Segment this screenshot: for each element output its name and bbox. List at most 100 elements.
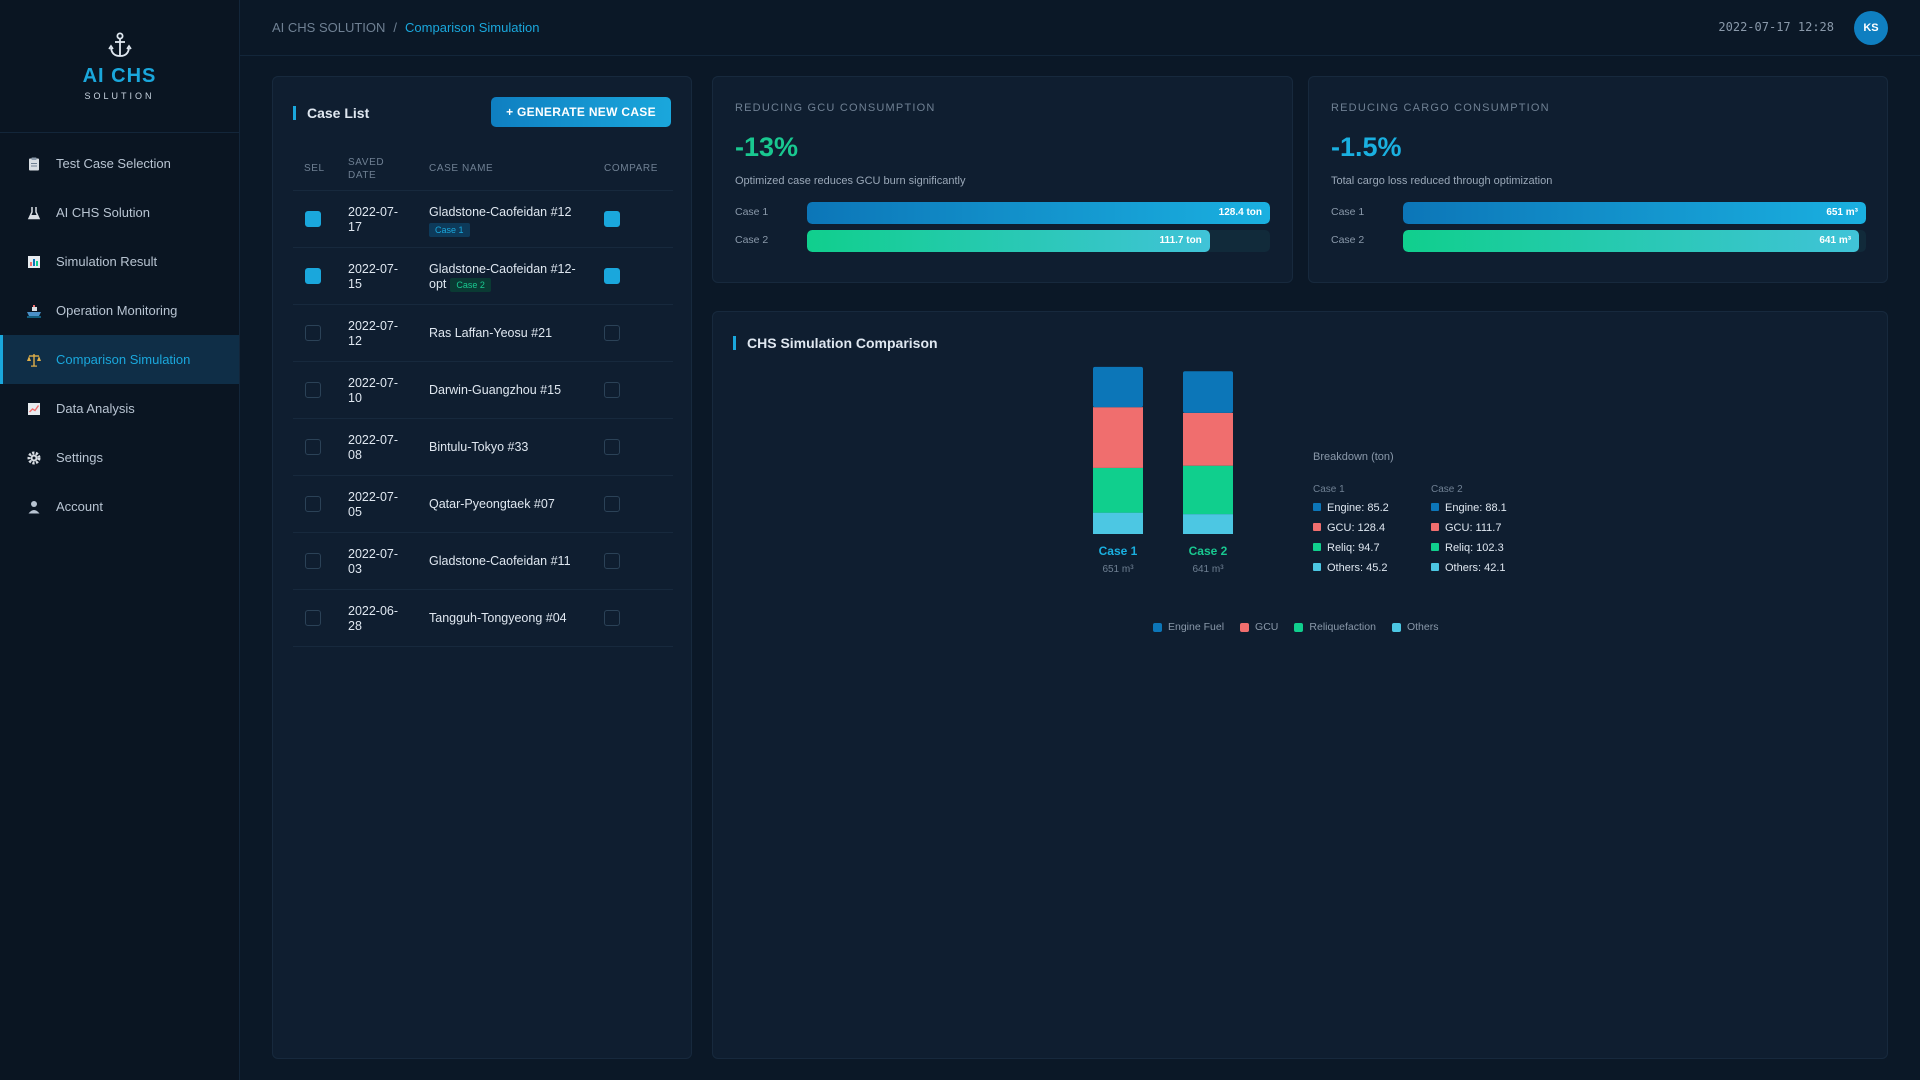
breakdown-entry: GCU: 128.4	[1327, 522, 1385, 534]
header-datetime: 2022-07-17 12:28	[1718, 20, 1834, 34]
case-name-cell: Gladstone-Caofeidan #12-opt Case 2	[429, 262, 589, 292]
sidebar-item-simulation-result[interactable]: Simulation Result	[0, 237, 239, 286]
sidebar-item-comparison-simulation[interactable]: Comparison Simulation	[0, 335, 239, 384]
breakdown-title: Breakdown (ton)	[1313, 451, 1394, 463]
bar-segment-gcu	[1183, 412, 1233, 466]
category-subtitle: 641 m³	[1192, 564, 1224, 575]
bar-segment-gcu	[1093, 407, 1143, 468]
logo: AI CHS SOLUTION	[0, 0, 239, 133]
avatar[interactable]: KS	[1854, 11, 1888, 45]
bar-fill: 111.7 ton	[807, 230, 1210, 252]
comparison-title: CHS Simulation Comparison	[733, 336, 938, 350]
select-checkbox[interactable]	[305, 439, 321, 455]
compare-checkbox[interactable]	[604, 439, 620, 455]
compare-checkbox[interactable]	[604, 382, 620, 398]
bar-label: Case 1	[735, 206, 769, 218]
gcu-stat-value: -13%	[735, 132, 799, 162]
sidebar-item-ai-chs-solution[interactable]: AI CHS Solution	[0, 188, 239, 237]
table-row[interactable]: 2022-07-10 Darwin-Guangzhou #15	[293, 362, 673, 419]
table-row[interactable]: 2022-07-05 Qatar-Pyeongtaek #07	[293, 476, 673, 533]
breakdown-swatch	[1313, 523, 1321, 531]
ship-icon	[26, 303, 42, 319]
select-checkbox[interactable]	[305, 268, 321, 284]
cargo-stat-label: REDUCING CARGO CONSUMPTION	[1331, 102, 1550, 114]
cargo-stat-value: -1.5%	[1331, 132, 1402, 162]
table-row[interactable]: 2022-07-03 Gladstone-Caofeidan #11	[293, 533, 673, 590]
logo-subtitle: SOLUTION	[84, 91, 155, 101]
bar-chart-icon	[26, 254, 42, 270]
table-row[interactable]: 2022-07-15 Gladstone-Caofeidan #12-opt Cas…	[293, 248, 673, 305]
bar-segment-reliquefaction	[1183, 465, 1233, 515]
select-checkbox[interactable]	[305, 325, 321, 341]
compare-checkbox[interactable]	[604, 496, 620, 512]
bar-row: Case 2 641 m³	[1331, 230, 1868, 252]
compare-checkbox[interactable]	[604, 325, 620, 341]
bar-track: 651 m³	[1403, 202, 1866, 224]
select-checkbox[interactable]	[305, 496, 321, 512]
breakdown-swatch	[1431, 563, 1439, 571]
bar-track: 128.4 ton	[807, 202, 1270, 224]
category-label: Case 1	[1099, 544, 1138, 558]
case-name-cell: Gladstone-Caofeidan #12 Case 1	[429, 205, 589, 237]
bar-fill: 651 m³	[1403, 202, 1866, 224]
sidebar-item-operation-monitoring[interactable]: Operation Monitoring	[0, 286, 239, 335]
bar-track: 111.7 ton	[807, 230, 1270, 252]
header: AI CHS SOLUTION / Comparison Simulation …	[240, 0, 1920, 56]
breakdown-swatch	[1431, 503, 1439, 511]
case-date: 2022-07-03	[348, 547, 399, 576]
bar-value: 111.7 ton	[1159, 235, 1202, 246]
case-table-header: SEL SAVED DATE CASE NAME COMPARE	[293, 149, 673, 191]
select-checkbox[interactable]	[305, 553, 321, 569]
bar-row: Case 1 651 m³	[1331, 202, 1868, 224]
anchor-icon	[107, 32, 132, 57]
case-date: 2022-07-15	[348, 262, 399, 291]
sidebar-item-label: AI CHS Solution	[56, 205, 150, 220]
table-row[interactable]: 2022-06-28 Tangguh-Tongyeong #04	[293, 590, 673, 647]
table-row[interactable]: 2022-07-12 Ras Laffan-Yeosu #21	[293, 305, 673, 362]
compare-checkbox[interactable]	[604, 610, 620, 626]
legend-swatch	[1240, 622, 1250, 632]
comparison-panel: Case 1 651 m³ Case 2 641 m³ Breakdown (ton) C…	[712, 311, 1888, 1059]
case-date: 2022-07-10	[348, 376, 399, 405]
compare-checkbox[interactable]	[604, 268, 620, 284]
category-label: Case 2	[1189, 544, 1228, 558]
bar-label: Case 2	[1331, 234, 1365, 246]
sidebar-item-settings[interactable]: Settings	[0, 433, 239, 482]
bar-segment-others	[1093, 512, 1143, 534]
cargo-stat-panel: REDUCING CARGO CONSUMPTION -1.5% Total c…	[1308, 76, 1888, 283]
sidebar-item-account[interactable]: Account	[0, 482, 239, 531]
bar-value: 651 m³	[1826, 207, 1858, 218]
case-name-cell: Darwin-Guangzhou #15	[429, 383, 589, 398]
compare-checkbox[interactable]	[604, 211, 620, 227]
select-checkbox[interactable]	[305, 610, 321, 626]
breakdown-swatch	[1313, 503, 1321, 511]
select-checkbox[interactable]	[305, 382, 321, 398]
legend-item: Engine Fuel	[1153, 621, 1224, 633]
table-row[interactable]: 2022-07-08 Bintulu-Tokyo #33	[293, 419, 673, 476]
scales-icon	[26, 352, 42, 368]
user-icon	[26, 499, 42, 515]
legend-label: Engine Fuel	[1168, 621, 1225, 633]
generate-new-case-button[interactable]: + GENERATE NEW CASE	[491, 97, 671, 127]
breadcrumb-current: Comparison Simulation	[405, 20, 540, 35]
case-name: Ras Laffan-Yeosu #21	[429, 326, 553, 340]
case-name: Gladstone-Caofeidan #12-opt	[429, 262, 576, 291]
line-chart-icon	[26, 401, 42, 417]
bar-fill: 641 m³	[1403, 230, 1860, 252]
breakdown-swatch	[1313, 543, 1321, 551]
sidebar-item-test-case-selection[interactable]: Test Case Selection	[0, 139, 239, 188]
case-name: Gladstone-Caofeidan #12	[429, 205, 572, 219]
case-list-title: Case List	[293, 106, 369, 120]
breakdown-entry: Reliq: 94.7	[1327, 542, 1380, 554]
breadcrumb-root[interactable]: AI CHS SOLUTION	[272, 20, 386, 35]
table-row[interactable]: 2022-07-17 Gladstone-Caofeidan #12 Case 1	[293, 191, 673, 248]
breakdown-entry: Reliq: 102.3	[1445, 542, 1504, 554]
select-checkbox[interactable]	[305, 211, 321, 227]
legend-item: GCU	[1240, 621, 1278, 633]
compare-checkbox[interactable]	[604, 553, 620, 569]
clipboard-icon	[26, 156, 42, 172]
bar-fill: 128.4 ton	[807, 202, 1270, 224]
case-name: Qatar-Pyeongtaek #07	[429, 497, 555, 511]
sidebar-item-data-analysis[interactable]: Data Analysis	[0, 384, 239, 433]
